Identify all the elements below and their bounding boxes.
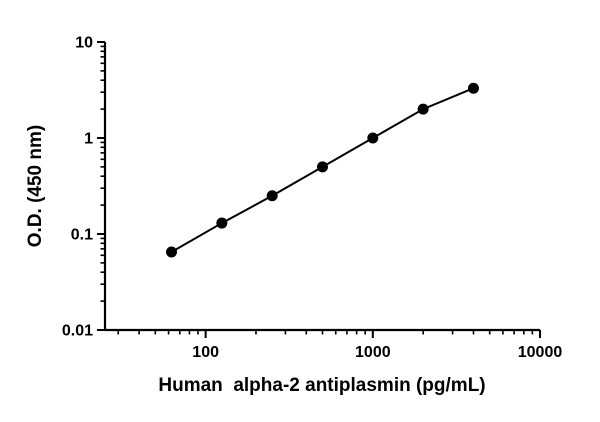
x-tick-label: 10000 <box>518 344 563 361</box>
data-point <box>317 161 328 173</box>
data-point <box>367 132 379 144</box>
data-point <box>417 103 429 115</box>
y-tick-label: 0.1 <box>71 227 93 244</box>
y-tick-label: 1 <box>84 131 93 148</box>
data-point <box>216 217 228 229</box>
y-axis-title: O.D. (450 nm) <box>25 124 46 248</box>
y-tick-label: 10 <box>75 35 93 52</box>
x-tick-label: 1000 <box>355 344 391 361</box>
y-tick-label: 0.01 <box>62 323 93 340</box>
data-point <box>166 246 178 258</box>
data-point <box>266 190 278 202</box>
x-axis-title: Human alpha-2 antiplasmin (pg/mL) <box>158 375 486 396</box>
x-tick-label: 100 <box>192 344 219 361</box>
data-point <box>467 82 479 94</box>
